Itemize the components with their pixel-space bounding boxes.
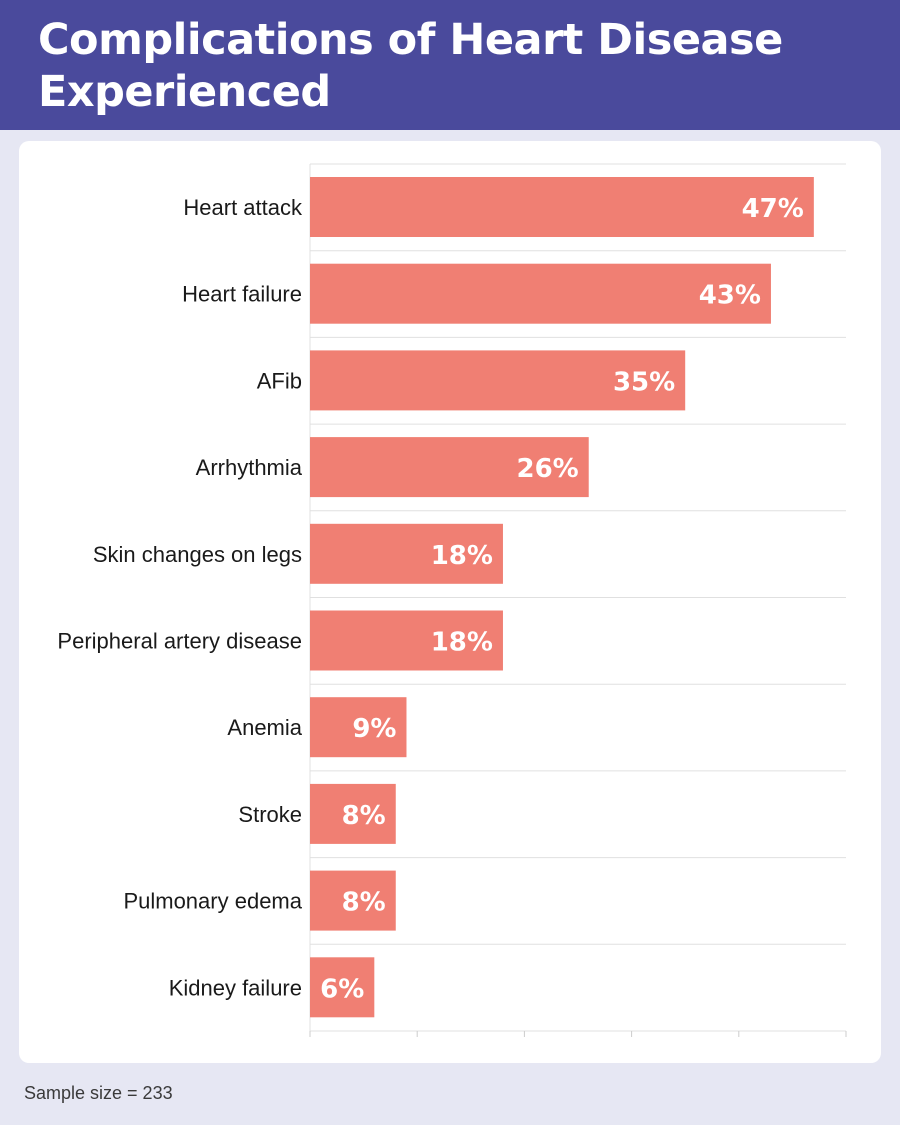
- category-label: Kidney failure: [169, 975, 302, 1000]
- bar: [310, 870, 396, 931]
- value-label: 9%: [352, 714, 396, 744]
- bar: [310, 177, 814, 237]
- header-banner: Complications of Heart Disease Experienc…: [0, 0, 900, 130]
- bar: [310, 437, 589, 498]
- value-label: 8%: [342, 888, 386, 918]
- chart-title: Complications of Heart Disease Experienc…: [38, 15, 783, 117]
- bar: [310, 263, 771, 324]
- category-label: Heart attack: [183, 195, 303, 220]
- category-label: Peripheral artery disease: [57, 629, 302, 654]
- category-label: Stroke: [238, 802, 302, 827]
- value-label: 26%: [516, 454, 578, 484]
- sample-size-note: Sample size = 233: [24, 1083, 173, 1103]
- category-label: AFib: [257, 368, 302, 393]
- category-label: Arrhythmia: [196, 455, 303, 480]
- bar: [310, 523, 503, 584]
- category-label: Skin changes on legs: [93, 542, 302, 567]
- bar: [310, 697, 407, 758]
- bar: [310, 957, 375, 1018]
- bar: [310, 610, 503, 671]
- category-label: Anemia: [227, 715, 302, 740]
- value-label: 18%: [431, 628, 493, 658]
- category-label: Pulmonary edema: [123, 889, 302, 914]
- value-label: 8%: [342, 801, 386, 831]
- value-label: 35%: [613, 367, 675, 397]
- value-label: 43%: [699, 281, 761, 311]
- category-label: Heart failure: [182, 282, 302, 307]
- value-label: 6%: [320, 974, 364, 1004]
- bar: [310, 350, 686, 411]
- bar: [310, 783, 396, 844]
- value-label: 47%: [742, 194, 804, 224]
- value-label: 18%: [431, 541, 493, 571]
